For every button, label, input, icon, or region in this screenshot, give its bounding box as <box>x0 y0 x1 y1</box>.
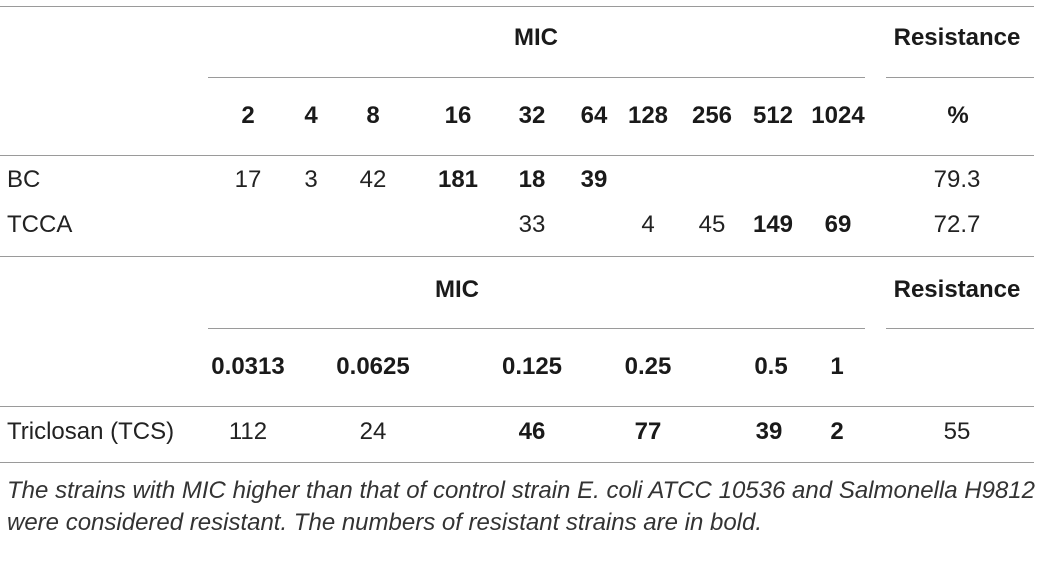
column-header: 16 <box>444 102 472 129</box>
resistance-header: Resistance <box>893 276 1021 303</box>
table-cell: 149 <box>752 211 794 238</box>
column-header: 0.0313 <box>211 353 285 380</box>
table-cell: 39 <box>755 418 783 445</box>
table-cell: 4 <box>641 211 655 238</box>
column-header: 1 <box>830 353 844 380</box>
column-header: 256 <box>691 102 733 129</box>
mic-group-header: MIC <box>514 24 558 51</box>
table-footnote: The strains with MIC higher than that of… <box>7 477 1035 536</box>
column-header: 1024 <box>811 102 865 129</box>
table-cell: 181 <box>437 166 479 193</box>
table-cell: 24 <box>359 418 387 445</box>
row-label: Triclosan (TCS) <box>7 418 175 445</box>
column-header: 32 <box>518 102 546 129</box>
column-header: 512 <box>752 102 794 129</box>
mic-header-underline <box>208 77 865 78</box>
resistance-header-underline <box>886 77 1034 78</box>
table-cell: 33 <box>518 211 546 238</box>
table-bottom-rule <box>0 462 1034 463</box>
table-cell: 3 <box>304 166 318 193</box>
table-top-rule <box>0 6 1034 7</box>
column-header: 0.5 <box>754 353 788 380</box>
section-divider-rule <box>0 256 1034 257</box>
table-cell: 39 <box>580 166 608 193</box>
resistance-value: 72.7 <box>933 211 981 238</box>
table-cell: 2 <box>830 418 844 445</box>
mic-header-underline-2 <box>208 328 865 329</box>
table-cell: 45 <box>698 211 726 238</box>
resistance-header-underline-2 <box>886 328 1034 329</box>
table-cell: 42 <box>359 166 387 193</box>
mic-group-header: MIC <box>435 276 479 303</box>
table-cell: 17 <box>234 166 262 193</box>
resistance-value: 55 <box>943 418 971 445</box>
table-header-rule <box>0 155 1034 156</box>
table-cell: 18 <box>518 166 546 193</box>
row-label: BC <box>7 166 41 193</box>
resistance-value: 79.3 <box>933 166 981 193</box>
row-label: TCCA <box>7 211 73 238</box>
column-header: 2 <box>241 102 255 129</box>
column-header: 4 <box>304 102 318 129</box>
column-header: 0.25 <box>624 353 672 380</box>
column-header: 0.125 <box>501 353 563 380</box>
column-header: 64 <box>580 102 608 129</box>
table-header-rule-2 <box>0 406 1034 407</box>
resistance-header: Resistance <box>893 24 1021 51</box>
table-cell: 46 <box>518 418 546 445</box>
column-header: 0.0625 <box>336 353 410 380</box>
table-cell: 77 <box>634 418 662 445</box>
table-cell: 112 <box>228 418 268 445</box>
table-cell: 69 <box>824 211 852 238</box>
column-header: 8 <box>366 102 380 129</box>
unit-header: % <box>947 102 969 129</box>
column-header: 128 <box>627 102 669 129</box>
